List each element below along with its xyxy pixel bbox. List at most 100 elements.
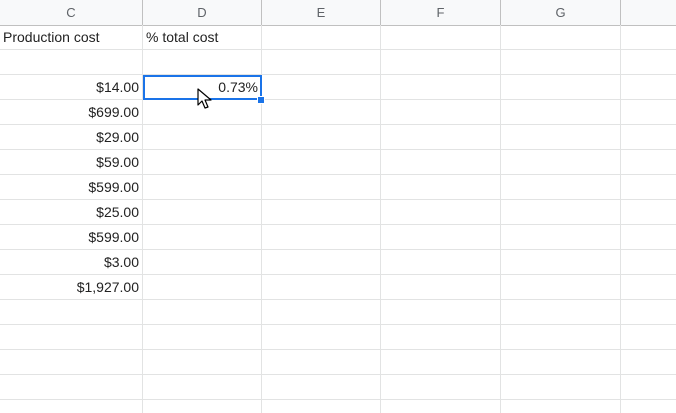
cell-d[interactable]	[143, 275, 262, 300]
cell-g[interactable]	[501, 200, 621, 225]
cell-d[interactable]	[143, 300, 262, 325]
cell-g[interactable]	[501, 350, 621, 375]
cell-f[interactable]	[381, 175, 501, 200]
cell-c[interactable]: $1,927.00	[0, 275, 143, 300]
cell-f[interactable]	[381, 325, 501, 350]
cell-e[interactable]	[262, 300, 381, 325]
cell-e[interactable]	[262, 400, 381, 413]
cell-e[interactable]	[262, 75, 381, 100]
cell-f[interactable]	[381, 150, 501, 175]
cell-e[interactable]	[262, 250, 381, 275]
cell-c[interactable]	[0, 400, 143, 413]
cell-c[interactable]: $3.00	[0, 250, 143, 275]
cell-h[interactable]	[621, 100, 676, 125]
cell-d[interactable]	[143, 350, 262, 375]
column-header-f[interactable]: F	[381, 0, 501, 25]
cell-e[interactable]	[262, 125, 381, 150]
cell-h[interactable]	[621, 175, 676, 200]
cell-d[interactable]	[143, 125, 262, 150]
cell-e[interactable]	[262, 275, 381, 300]
column-header-e[interactable]: E	[262, 0, 381, 25]
cell-h[interactable]	[621, 225, 676, 250]
cell-g[interactable]	[501, 100, 621, 125]
cell-f[interactable]	[381, 125, 501, 150]
cell-g[interactable]	[501, 275, 621, 300]
cell-h[interactable]	[621, 150, 676, 175]
cell-f[interactable]	[381, 400, 501, 413]
cell-e[interactable]	[262, 375, 381, 400]
cell-f[interactable]	[381, 25, 501, 50]
cell-g[interactable]	[501, 125, 621, 150]
cell-h[interactable]	[621, 200, 676, 225]
cell-c[interactable]: $29.00	[0, 125, 143, 150]
fill-handle-icon[interactable]	[257, 96, 265, 104]
cell-g[interactable]	[501, 250, 621, 275]
cell-e[interactable]	[262, 150, 381, 175]
cell-e[interactable]	[262, 100, 381, 125]
cell-h[interactable]	[621, 75, 676, 100]
cell-c[interactable]: $25.00	[0, 200, 143, 225]
cell-f[interactable]	[381, 225, 501, 250]
cell-c[interactable]: $59.00	[0, 150, 143, 175]
cell-g[interactable]	[501, 325, 621, 350]
cell-f[interactable]	[381, 75, 501, 100]
cell-h[interactable]	[621, 375, 676, 400]
cell-h[interactable]	[621, 400, 676, 413]
cell-h[interactable]	[621, 125, 676, 150]
cell-g[interactable]	[501, 375, 621, 400]
cell-f[interactable]	[381, 100, 501, 125]
cell-c-header[interactable]: Production cost	[0, 25, 143, 50]
cell-c[interactable]: $14.00	[0, 75, 143, 100]
cell-d[interactable]	[143, 250, 262, 275]
cell-f[interactable]	[381, 375, 501, 400]
cell-h[interactable]	[621, 300, 676, 325]
cell-c[interactable]: $599.00	[0, 175, 143, 200]
cell-g[interactable]	[501, 50, 621, 75]
cell-e[interactable]	[262, 325, 381, 350]
cell-f[interactable]	[381, 50, 501, 75]
cell-c[interactable]	[0, 325, 143, 350]
cell-e[interactable]	[262, 350, 381, 375]
cell-c[interactable]	[0, 50, 143, 75]
cell-e[interactable]	[262, 175, 381, 200]
cell-f[interactable]	[381, 300, 501, 325]
cell-d[interactable]	[143, 400, 262, 413]
cell-e[interactable]	[262, 25, 381, 50]
cell-e[interactable]	[262, 50, 381, 75]
cell-h[interactable]	[621, 50, 676, 75]
cell-c[interactable]	[0, 375, 143, 400]
cell-d[interactable]	[143, 50, 262, 75]
column-header-d[interactable]: D	[143, 0, 262, 25]
cell-f[interactable]	[381, 250, 501, 275]
column-header-c[interactable]: C	[0, 0, 143, 25]
cell-h[interactable]	[621, 325, 676, 350]
cell-d-header[interactable]: % total cost	[143, 25, 262, 50]
cell-c[interactable]: $699.00	[0, 100, 143, 125]
column-header-h[interactable]	[621, 0, 676, 25]
cell-h[interactable]	[621, 25, 676, 50]
column-header-g[interactable]: G	[501, 0, 621, 25]
cell-g[interactable]	[501, 75, 621, 100]
cell-h[interactable]	[621, 250, 676, 275]
cell-e[interactable]	[262, 200, 381, 225]
cell-g[interactable]	[501, 225, 621, 250]
cell-g[interactable]	[501, 150, 621, 175]
cell-h[interactable]	[621, 275, 676, 300]
cell-g[interactable]	[501, 400, 621, 413]
cell-d[interactable]	[143, 175, 262, 200]
cell-f[interactable]	[381, 275, 501, 300]
cell-g[interactable]	[501, 300, 621, 325]
cell-e[interactable]	[262, 225, 381, 250]
cell-g[interactable]	[501, 25, 621, 50]
cell-c[interactable]	[0, 300, 143, 325]
cell-d[interactable]	[143, 225, 262, 250]
cell-f[interactable]	[381, 350, 501, 375]
cell-d[interactable]	[143, 200, 262, 225]
cell-c[interactable]	[0, 350, 143, 375]
cell-d[interactable]	[143, 325, 262, 350]
cell-f[interactable]	[381, 200, 501, 225]
cell-g[interactable]	[501, 175, 621, 200]
cell-d[interactable]	[143, 375, 262, 400]
cell-h[interactable]	[621, 350, 676, 375]
cell-c[interactable]: $599.00	[0, 225, 143, 250]
